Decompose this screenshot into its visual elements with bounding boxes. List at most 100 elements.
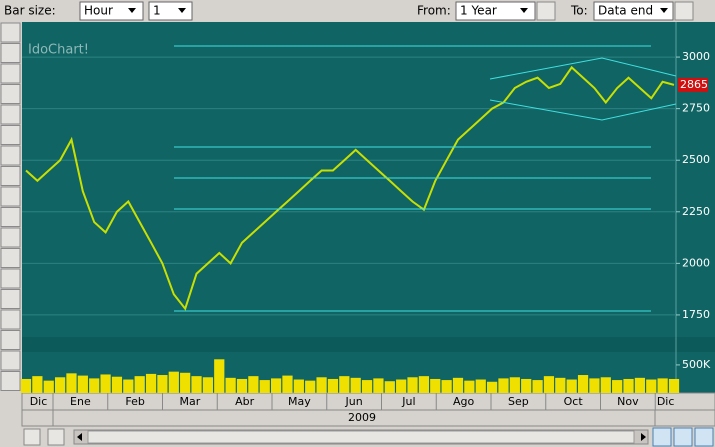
month-label: Mar [179, 395, 200, 408]
volume-bar [600, 377, 611, 393]
zoom-in-button[interactable] [673, 427, 693, 447]
volume-bar [396, 379, 407, 393]
tool-button[interactable] [0, 268, 21, 289]
month-label: Jul [401, 395, 415, 408]
volume-bar [464, 380, 475, 393]
volume-bar [418, 376, 430, 393]
drawing-toolbar [0, 22, 21, 391]
price-line [25, 65, 675, 311]
month-label: Feb [125, 395, 144, 408]
volume-bar [668, 378, 680, 393]
year-label: 2009 [348, 411, 376, 424]
month-label: Dic [657, 395, 675, 408]
tool-button[interactable] [0, 84, 21, 104]
volume-bar [157, 375, 168, 393]
month-label: Abr [235, 395, 255, 408]
tool-button[interactable] [0, 43, 21, 63]
bar-size-value: Hour [84, 4, 113, 18]
open-button[interactable] [23, 428, 41, 446]
last-price-box [678, 77, 708, 92]
tool-button[interactable] [0, 186, 21, 207]
volume-bar [20, 378, 32, 393]
to-label: To: [570, 4, 588, 18]
tool-button[interactable] [0, 371, 21, 391]
plot: 1750 2000 2250 2500 2750 3000 2865 Dic Ene Feb Mar… [20, 50, 711, 426]
y-tick-label: 2250 [682, 205, 710, 218]
bar-size-label: Bar size: [4, 4, 56, 18]
tool-button[interactable] [0, 207, 21, 227]
volume-bar [577, 375, 589, 393]
tool-button[interactable] [0, 330, 21, 350]
tool-button[interactable] [0, 289, 21, 309]
volume-bar [54, 377, 66, 393]
tool-button[interactable] [0, 22, 21, 43]
watermark: IdoChart! [28, 43, 89, 58]
tool-button[interactable] [0, 248, 21, 268]
to-calendar-button[interactable] [674, 1, 694, 21]
tool-button[interactable] [0, 63, 21, 84]
zoom-out-button[interactable] [694, 427, 714, 447]
volume-bar [145, 373, 157, 393]
to-select[interactable]: Data end [593, 1, 674, 21]
volume-bar [168, 371, 179, 393]
tool-button[interactable] [0, 125, 21, 145]
volume-bar [282, 375, 293, 393]
volume-bar [293, 379, 304, 393]
tool-button[interactable] [0, 145, 21, 166]
month-label: Jun [345, 395, 363, 408]
y-tick-label: 2000 [682, 256, 710, 269]
bar-count-select[interactable]: 1 [148, 1, 193, 21]
volume-bar [430, 378, 441, 393]
tool-button[interactable] [0, 166, 21, 186]
volume-bar [248, 376, 259, 393]
volume-bar [123, 379, 134, 393]
volume-bar [521, 378, 532, 393]
y-tick-label: 500K [682, 358, 711, 371]
tool-button[interactable] [0, 309, 21, 330]
volume-bar [532, 380, 543, 393]
from-label: From: [417, 4, 451, 18]
from-calendar-button[interactable] [536, 1, 556, 21]
volume-bar [111, 376, 123, 393]
bar-size-select[interactable]: Hour [79, 1, 144, 21]
tool-button[interactable] [0, 227, 21, 248]
volume-bar [543, 376, 555, 393]
volume-bar [657, 378, 668, 393]
volume-bar [305, 380, 316, 393]
volume-bar [202, 377, 214, 393]
month-label: Ago [453, 395, 475, 408]
volume-bar [259, 380, 270, 393]
volume-bar [100, 374, 111, 393]
tool-button[interactable] [0, 104, 21, 125]
volume-bar [566, 379, 577, 393]
scroll-thumb[interactable] [87, 430, 635, 444]
volume-bar [623, 378, 634, 393]
volume-bar [509, 377, 520, 393]
y-tick-label: 3000 [682, 50, 710, 63]
volume-bar [225, 377, 236, 393]
save-button[interactable] [47, 428, 65, 446]
month-label: Oct [564, 395, 584, 408]
volume-bar [634, 377, 646, 393]
y-tick-label: 2500 [682, 153, 710, 166]
month-label: Ene [70, 395, 91, 408]
fit-button[interactable] [652, 427, 672, 447]
volume-bar [43, 380, 54, 393]
volume-bar [589, 378, 600, 393]
from-value: 1 Year [460, 4, 497, 18]
volume-bar [407, 377, 418, 393]
volume-bar [452, 377, 464, 393]
drawn-lines [174, 45, 677, 312]
volume-bar [89, 378, 100, 393]
year-axis [21, 409, 715, 427]
tool-button[interactable] [0, 350, 21, 371]
y-tick-label: 2750 [682, 102, 710, 115]
last-price: 2865 [680, 78, 708, 91]
bar-count-value: 1 [153, 4, 161, 18]
volume-bar [475, 379, 486, 393]
volume-bar [350, 377, 361, 393]
y-tick-label: 1750 [682, 308, 710, 321]
from-select[interactable]: 1 Year [455, 1, 536, 21]
volume-bar [180, 372, 191, 393]
